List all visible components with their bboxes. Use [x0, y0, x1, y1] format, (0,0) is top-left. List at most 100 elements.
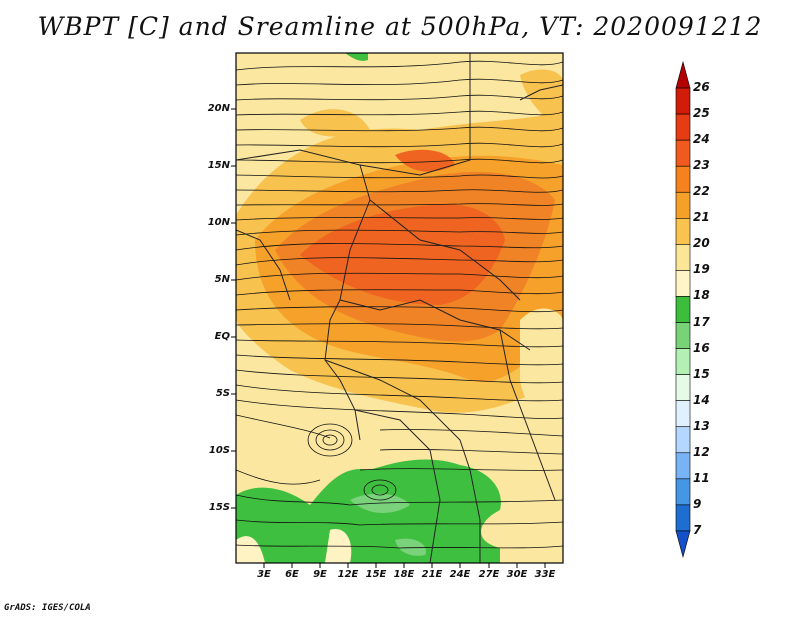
field-23-24 — [300, 149, 505, 305]
lon-label-3E: 3E — [257, 569, 271, 580]
border — [354, 409, 441, 563]
lon-label-6E: 6E — [285, 569, 299, 580]
colorbar-label: 24 — [693, 132, 710, 147]
streamline — [379, 429, 563, 437]
streamline — [236, 189, 563, 193]
border — [359, 53, 471, 176]
colorbar-segment — [675, 113, 691, 141]
lat-label-5S: 5S — [215, 388, 230, 399]
streamline — [236, 544, 563, 549]
colorbar-segment — [675, 400, 691, 428]
streamline — [236, 174, 563, 179]
border — [339, 299, 531, 351]
credit-text: GrADS: IGES/COLA — [4, 603, 91, 613]
lon-label-18E: 18E — [393, 569, 415, 580]
streamline — [236, 60, 563, 71]
border — [324, 359, 481, 563]
colorbar-segment — [675, 504, 691, 532]
lat-label-10S: 10S — [208, 445, 230, 456]
field-16-17 — [350, 493, 426, 556]
map-field — [236, 53, 563, 563]
colorbar — [675, 60, 691, 559]
colorbar-label: 18 — [693, 288, 710, 303]
map-frame — [235, 52, 564, 564]
lat-label-20N: 20N — [207, 103, 230, 114]
colorbar-segment — [675, 244, 691, 271]
colorbar-label: 7 — [693, 522, 702, 537]
streamline — [236, 306, 563, 313]
colorbar-label: 26 — [693, 80, 710, 95]
colorbar-label: 19 — [693, 262, 710, 277]
colorbar-label: 14 — [693, 392, 710, 407]
streamline — [236, 217, 563, 221]
colorbar-segment — [675, 191, 691, 219]
vortex — [322, 434, 338, 446]
colorbar-label: 16 — [693, 340, 710, 355]
colorbar-segment — [675, 139, 691, 167]
streamline — [359, 468, 563, 471]
streamline — [236, 339, 563, 348]
streamline — [236, 94, 563, 101]
colorbar-segment — [675, 296, 691, 323]
chart-title: WBPT [C] and Sreamline at 500hPa, VT: 20… — [37, 12, 763, 41]
colorbar-label: 13 — [693, 418, 710, 433]
streamline — [236, 414, 331, 439]
lon-label-12E: 12E — [337, 569, 359, 580]
streamline — [236, 110, 563, 116]
colorbar-label: 12 — [693, 444, 710, 459]
field-17-18 — [236, 459, 501, 563]
lat-ticks — [231, 108, 236, 509]
lon-label-30E: 30E — [506, 569, 528, 580]
lat-label-EQ: EQ — [214, 331, 230, 342]
colorbar-label: 11 — [693, 470, 710, 485]
streamlines — [236, 60, 563, 549]
streamline — [236, 203, 563, 206]
colorbar-label: 23 — [693, 158, 710, 173]
border — [369, 199, 521, 301]
colorbar-segment — [675, 426, 691, 454]
colorbar-segment — [675, 348, 691, 375]
streamline — [236, 399, 563, 419]
streamline — [236, 257, 563, 266]
border — [519, 84, 563, 101]
lat-label-15N: 15N — [207, 160, 230, 171]
streamline — [236, 142, 563, 148]
streamline — [236, 369, 563, 384]
colorbar-segment — [675, 452, 691, 480]
colorbar-label: 9 — [693, 496, 702, 511]
colorbar-label: 20 — [693, 236, 710, 251]
vortex — [363, 479, 397, 501]
streamline — [379, 449, 563, 455]
lat-label-10N: 10N — [207, 217, 230, 228]
vortex — [307, 423, 353, 457]
colorbar-segment — [675, 270, 691, 297]
lon-label-24E: 24E — [449, 569, 471, 580]
streamline — [236, 126, 563, 132]
colorbar-label: 22 — [693, 184, 710, 199]
colorbar-segment — [675, 478, 691, 506]
lon-label-9E: 9E — [313, 569, 327, 580]
colorbar-label: 17 — [693, 314, 710, 329]
lat-label-15S: 15S — [208, 502, 230, 513]
lon-label-27E: 27E — [478, 569, 500, 580]
country-borders — [236, 53, 563, 563]
lon-ticks — [263, 563, 546, 568]
streamline — [236, 469, 321, 485]
colorbar-segment — [675, 165, 691, 193]
colorbar-segment — [675, 530, 691, 559]
streamline — [236, 78, 563, 86]
colorbar-segment — [675, 374, 691, 401]
colorbar-label: 15 — [693, 366, 710, 381]
streamline — [236, 494, 563, 506]
streamline — [236, 323, 563, 330]
vortex — [315, 429, 345, 451]
streamline — [236, 354, 563, 366]
border — [236, 229, 291, 301]
vortex — [371, 484, 389, 496]
field-east-pale — [520, 308, 563, 423]
colorbar-label: 21 — [693, 210, 710, 225]
lon-label-15E: 15E — [365, 569, 387, 580]
colorbar-label: 25 — [693, 106, 710, 121]
colorbar-segment — [675, 218, 691, 245]
